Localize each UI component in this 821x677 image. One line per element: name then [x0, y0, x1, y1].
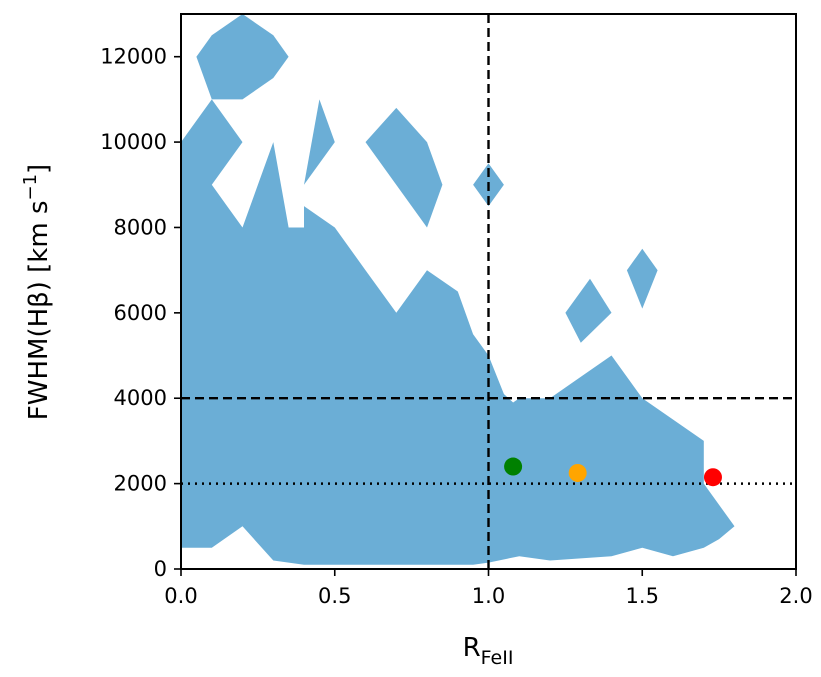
y-axis-label-prefix: FWHM(Hβ) [km s	[24, 201, 54, 421]
y-axis-label-sup: −1	[20, 174, 41, 201]
data-points	[504, 457, 722, 487]
data-point-1	[504, 457, 523, 476]
y-tick-label: 2000	[114, 472, 167, 496]
x-axis-label-main: R	[463, 633, 481, 663]
y-tick-label: 8000	[114, 215, 167, 239]
x-tick-label: 0.5	[318, 584, 351, 608]
x-axis-label-sub: FeII	[481, 647, 514, 669]
x-axis-label: RFeII	[463, 633, 514, 669]
island-region-1	[365, 107, 443, 228]
x-tick-label: 1.0	[472, 584, 505, 608]
reference-lines	[181, 14, 796, 569]
y-axis-ticks: 0 2000 4000 6000 8000 10000 12000	[100, 45, 181, 581]
x-tick-label: 0.0	[164, 584, 197, 608]
island-region-3	[565, 278, 612, 343]
branch-region	[304, 99, 335, 185]
x-tick-label: 2.0	[779, 584, 812, 608]
x-axis-ticks: 0.0 0.5 1.0 1.5 2.0	[164, 569, 813, 608]
y-tick-label: 0	[154, 557, 167, 581]
y-axis-label-suffix: ]	[24, 164, 54, 174]
contour-regions	[181, 14, 735, 565]
data-point-3	[703, 468, 722, 487]
y-tick-label: 10000	[100, 130, 167, 154]
x-tick-label: 1.5	[626, 584, 659, 608]
main-region	[181, 99, 735, 565]
y-tick-label: 12000	[100, 45, 167, 69]
y-tick-label: 4000	[114, 386, 167, 410]
data-point-2	[568, 463, 587, 482]
y-axis-label: FWHM(Hβ) [km s−1]	[20, 164, 54, 420]
island-region-4	[626, 248, 658, 309]
y-tick-label: 6000	[114, 301, 167, 325]
top-left-region	[196, 14, 289, 100]
